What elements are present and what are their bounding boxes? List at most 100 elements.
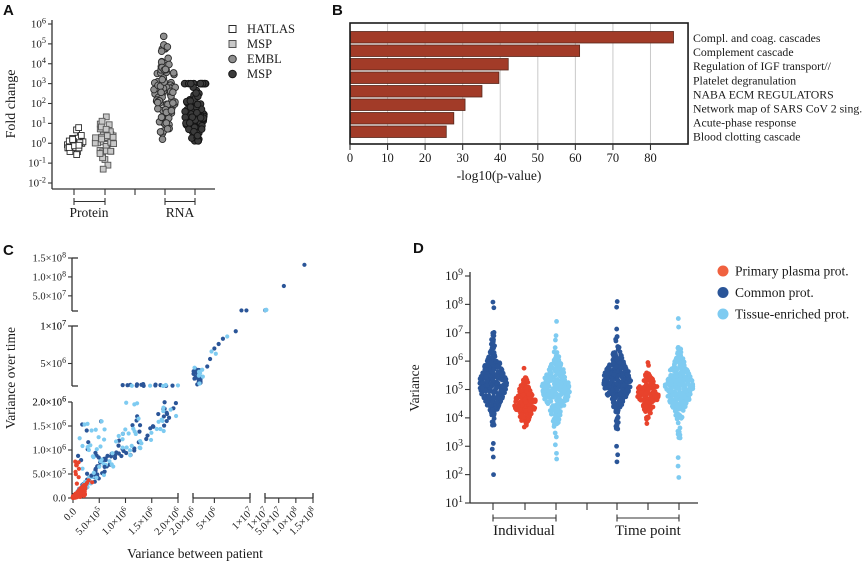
y-tick-label: 104 <box>445 409 463 425</box>
data-point <box>520 392 526 398</box>
data-point <box>628 378 634 384</box>
data-point <box>547 377 553 383</box>
data-point <box>124 445 129 450</box>
data-point <box>547 368 553 373</box>
bar <box>350 112 455 125</box>
data-point <box>164 54 172 63</box>
swarm-light-2 <box>539 319 572 462</box>
data-point <box>239 308 244 313</box>
data-point <box>552 393 557 399</box>
data-point <box>491 411 497 417</box>
bar <box>350 85 483 98</box>
swarm-hatlas-0 <box>64 124 87 158</box>
data-point <box>96 455 101 460</box>
data-point <box>627 384 633 390</box>
data-point <box>647 373 653 379</box>
data-point <box>205 364 210 369</box>
data-point <box>678 355 684 361</box>
data-point <box>120 437 125 442</box>
data-point <box>137 429 142 434</box>
y-tick-label: 106 <box>31 16 46 30</box>
data-point <box>73 151 81 158</box>
data-point <box>75 453 81 458</box>
data-point <box>614 326 620 332</box>
legend-label: EMBL <box>247 52 282 66</box>
bar <box>350 125 447 138</box>
data-point <box>523 408 529 413</box>
panel-b-chart: 0 10 20 30 40 50 60 70 80 -log10(p-value) Compl. a… <box>347 22 862 183</box>
data-point <box>116 443 121 448</box>
bar-category-label: Acute-phase response <box>693 116 796 130</box>
legend-dot <box>717 308 729 320</box>
data-point <box>129 443 134 448</box>
y-tick-label: 0.0 <box>53 494 66 505</box>
data-point <box>624 387 630 393</box>
data-point <box>611 372 617 377</box>
data-point <box>524 419 529 425</box>
data-point <box>77 132 85 139</box>
plot-border <box>349 22 689 145</box>
swarm-dark-3 <box>601 299 634 465</box>
data-point <box>480 379 485 385</box>
data-point <box>137 445 142 450</box>
panel-b-pathway-bar-chart: 0 10 20 30 40 50 60 70 80 -log10(p-value) Compl. a… <box>330 0 865 235</box>
data-point <box>477 376 483 382</box>
plot-c: 0.05.0×1051.0×1061.5×1062.0×1062.0×1065×… <box>3 251 316 561</box>
data-point <box>93 466 98 472</box>
data-point <box>675 401 681 407</box>
data-point <box>614 299 620 304</box>
data-point <box>676 435 682 441</box>
data-point <box>110 140 117 148</box>
data-point <box>671 368 677 373</box>
data-point <box>679 414 685 420</box>
data-point <box>482 367 488 372</box>
data-point <box>555 415 561 421</box>
data-point <box>552 442 558 448</box>
y-tick-label: 1×107 <box>40 319 66 333</box>
legend-dot <box>717 265 729 277</box>
y-tick-label: 104 <box>31 56 46 70</box>
data-point <box>141 382 146 387</box>
data-point <box>92 134 99 142</box>
data-point <box>90 454 95 459</box>
bar-category-label: Complement cascade <box>693 45 794 59</box>
data-point <box>676 391 682 397</box>
data-point <box>553 337 558 343</box>
data-point <box>646 362 651 368</box>
data-point <box>557 409 563 414</box>
y-tick-label: 109 <box>445 267 463 283</box>
data-point <box>553 366 559 372</box>
data-point <box>486 393 492 399</box>
data-point <box>281 283 286 289</box>
data-point <box>132 429 137 434</box>
data-point <box>158 135 167 144</box>
data-point <box>484 382 490 388</box>
swarm-red-4 <box>635 360 661 426</box>
data-point <box>99 419 104 424</box>
data-point <box>73 469 78 474</box>
data-point <box>157 113 166 122</box>
square-legend-marker <box>228 25 237 33</box>
data-point <box>489 360 494 366</box>
panel-c-variance-scatter: 0.0 5.0×105 1.0×106 1.5×106 2.0×106 2.0×106 5×… <box>0 238 400 568</box>
panel-a-chart: 106 105 104 103 102 101 100 10-1 10-2 Fold change… <box>4 16 295 220</box>
x-axis-label: -log10(p-value) <box>457 168 542 183</box>
data-point <box>104 161 112 169</box>
y-axis-label: Fold change <box>4 70 19 139</box>
data-point <box>495 369 501 375</box>
data-point <box>148 383 153 388</box>
data-point <box>154 426 159 432</box>
data-point <box>555 395 561 401</box>
data-point <box>156 411 161 417</box>
data-point <box>169 99 177 107</box>
data-point <box>89 473 94 478</box>
data-point <box>88 443 93 448</box>
data-point <box>170 383 175 388</box>
data-point <box>566 383 572 389</box>
data-point <box>643 382 649 388</box>
data-point <box>646 386 652 392</box>
legend-label: MSP <box>247 37 272 51</box>
y-tick-label: 102 <box>445 466 463 482</box>
data-point <box>624 372 630 377</box>
data-point <box>551 407 556 413</box>
